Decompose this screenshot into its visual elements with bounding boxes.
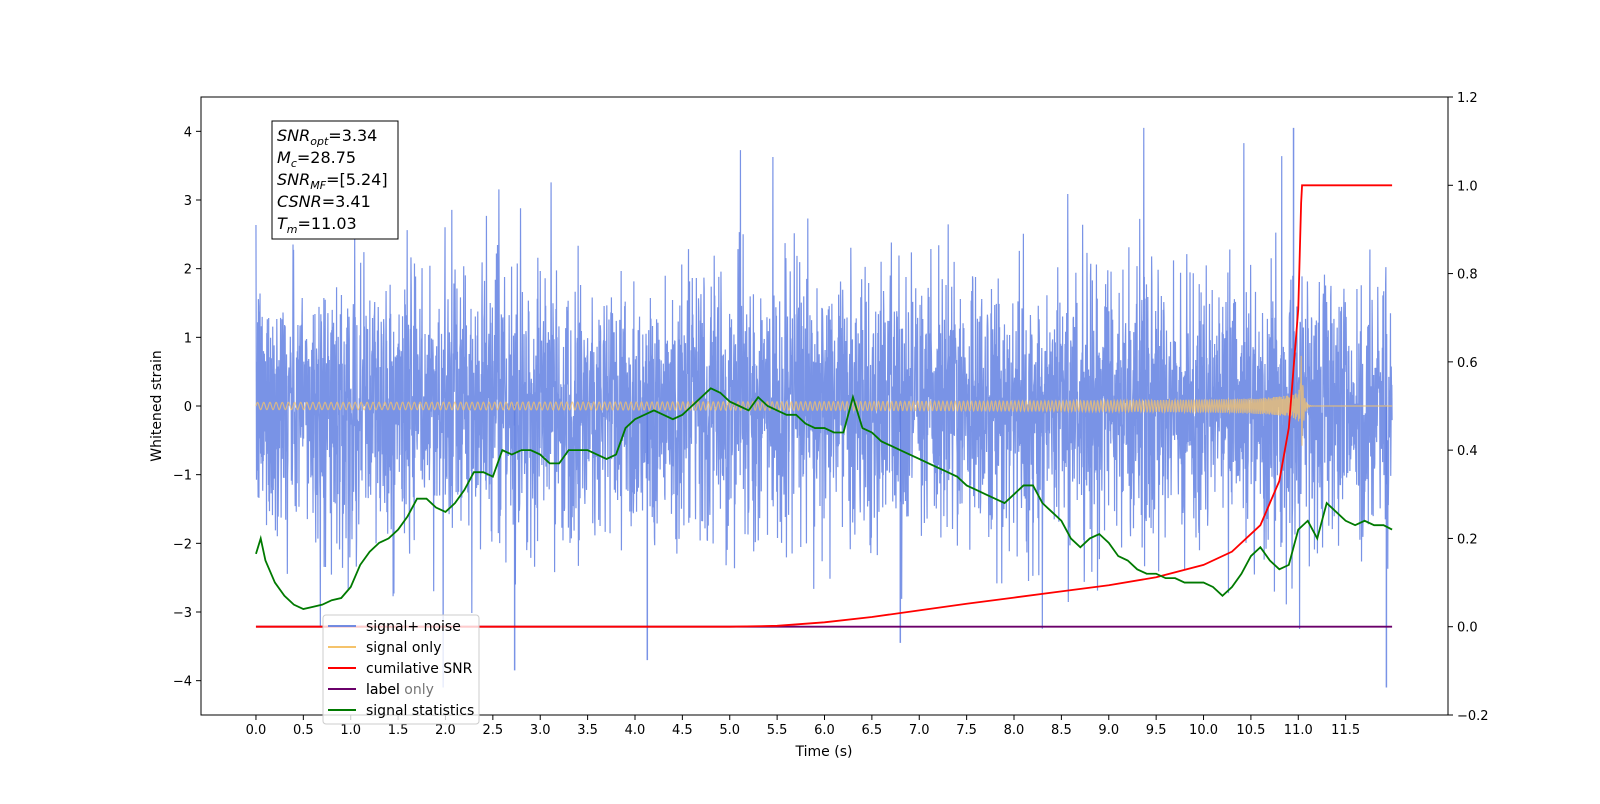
stats-annotation-box: SNRopt=3.34Mc=28.75SNRMF=[5.24]CSNR=3.41… [271,120,399,240]
x-tick-label: 9.5 [1146,723,1167,738]
x-tick-label: 4.5 [672,723,693,738]
stats-line: Tm=11.03 [277,214,357,236]
y-left-tick-label: −3 [173,606,192,621]
legend-label: signal+ noise [366,619,461,635]
stats-box-frame [271,120,399,240]
y-left-tick-label: 0 [184,400,192,415]
x-tick-label: 6.5 [862,723,883,738]
x-tick-label: 4.0 [625,723,646,738]
x-tick-label: 0.5 [293,723,314,738]
legend-label: label [366,682,400,698]
signal-only-series [255,355,1393,446]
x-axis: 0.0 0.5 1.0 1.5 2.0 2.5 3.0 3.5 4.0 4.5 5.0 5.5 6.0 6… [246,715,1360,738]
stats-line: CSNR=3.41 [277,192,371,211]
x-tick-label: 5.5 [767,723,788,738]
stats-line: SNRMF=[5.24] [277,170,388,192]
y-left-tick-label: 4 [184,125,192,140]
x-tick-label: 3.0 [530,723,551,738]
y-right-tick-label: −0.2 [1457,709,1489,724]
legend-frame [322,614,480,725]
y-right-tick-label: 0.4 [1457,444,1478,459]
x-tick-label: 11.0 [1284,723,1313,738]
x-tick-label: 7.0 [909,723,930,738]
signal-noise-line [255,127,1393,688]
y-left-tick-label: 1 [184,331,192,346]
x-tick-label: 2.0 [435,723,456,738]
x-tick-label: 11.5 [1331,723,1360,738]
x-tick-label: 6.0 [814,723,835,738]
stats-line: Mc=28.75 [277,148,356,170]
x-tick-label: 2.5 [483,723,504,738]
x-tick-label: 9.0 [1098,723,1119,738]
y-right-tick-label: 0.8 [1457,268,1478,283]
signal-only-line [255,355,1393,446]
x-tick-label: 8.0 [1004,723,1025,738]
y-right-tick-label: 0.0 [1457,621,1478,636]
y-right-tick-label: 0.2 [1457,532,1478,547]
legend: label only signal+ noise signal only cumila… [322,614,480,725]
y-axis-left: −4 −3 −2 −1 0 1 2 3 4 [173,125,201,690]
x-tick-label: 10.5 [1236,723,1265,738]
x-tick-label: 3.5 [577,723,598,738]
x-tick-label: 10.0 [1189,723,1218,738]
legend-label: cumilative SNR [366,661,473,677]
y-left-tick-label: 3 [184,194,192,209]
x-tick-label: 5.0 [719,723,740,738]
y-right-tick-label: 1.0 [1457,179,1478,194]
x-tick-label: 7.5 [956,723,977,738]
x-tick-label: 0.0 [246,723,267,738]
y-right-tick-label: 0.6 [1457,356,1478,371]
y-left-tick-label: −1 [173,469,192,484]
y-left-tick-label: −2 [173,537,192,552]
stats-line: SNRopt=3.34 [277,126,377,148]
x-axis-label: Time (s) [795,744,853,760]
x-tick-label: 1.5 [388,723,409,738]
y-right-tick-label: 1.2 [1457,91,1478,106]
signal-statistics-line [255,387,1393,611]
y-left-tick-label: −4 [173,675,192,690]
x-tick-label: 1.0 [340,723,361,738]
y-axis-left-label: Whitened strain [149,350,165,461]
cumulative-snr-line [255,184,1393,628]
legend-label: signal only [366,640,441,656]
legend-label: signal statistics [366,703,474,719]
legend-ghost-text: label only [366,682,434,698]
y-left-tick-label: 2 [184,263,192,278]
x-tick-label: 8.5 [1051,723,1072,738]
y-axis-right: −0.2 0.0 0.2 0.4 0.6 0.8 1.0 1.2 [1448,91,1489,724]
